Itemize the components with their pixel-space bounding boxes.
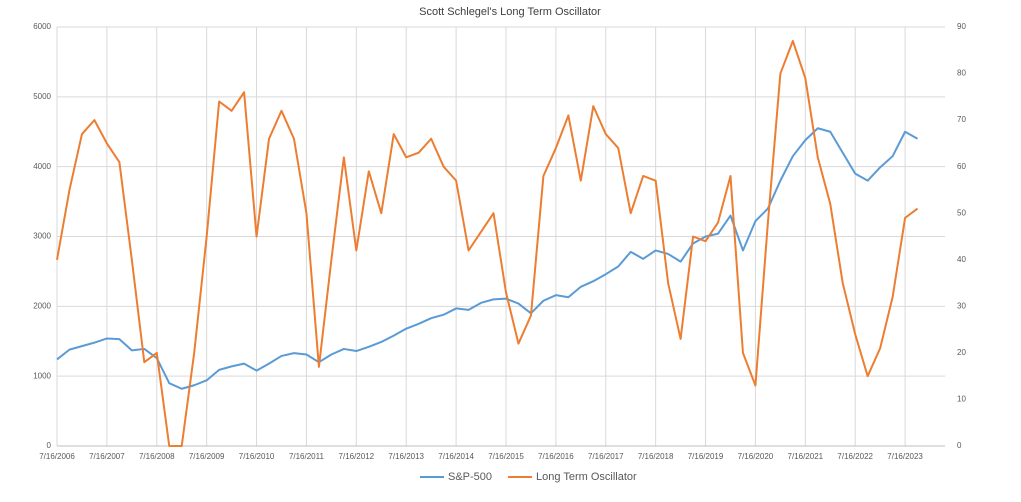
y2-tick-label: 0 — [957, 441, 962, 450]
y-tick-label: 4000 — [33, 162, 51, 171]
x-tick-label: 7/16/2015 — [488, 452, 524, 461]
x-tick-label: 7/16/2012 — [339, 452, 375, 461]
y2-tick-label: 10 — [957, 395, 966, 404]
y2-tick-label: 80 — [957, 69, 966, 78]
x-tick-label: 7/16/2021 — [788, 452, 824, 461]
y-tick-label: 5000 — [33, 92, 51, 101]
x-tick-label: 7/16/2019 — [688, 452, 724, 461]
x-tick-label: 7/16/2013 — [388, 452, 424, 461]
y-tick-label: 3000 — [33, 232, 51, 241]
x-tick-label: 7/16/2018 — [638, 452, 674, 461]
series-line — [56, 127, 919, 390]
x-tick-label: 7/16/2007 — [89, 452, 125, 461]
x-tick-label: 7/16/2009 — [189, 452, 225, 461]
y-tick-label: 6000 — [33, 22, 51, 31]
x-tick-label: 7/16/2006 — [39, 452, 75, 461]
x-tick-label: 7/16/2011 — [289, 452, 325, 461]
y2-tick-label: 90 — [957, 22, 966, 31]
y-tick-label: 0 — [47, 441, 52, 450]
x-tick-label: 7/16/2023 — [887, 452, 923, 461]
y-tick-label: 2000 — [33, 301, 51, 310]
legend-label: Long Term Oscillator — [536, 471, 637, 483]
x-tick-label: 7/16/2016 — [538, 452, 574, 461]
y2-tick-label: 30 — [957, 301, 966, 310]
y-tick-label: 1000 — [33, 371, 51, 380]
series-line — [56, 39, 919, 447]
y2-tick-label: 50 — [957, 208, 966, 217]
y2-tick-label: 20 — [957, 348, 966, 357]
x-tick-label: 7/16/2022 — [837, 452, 873, 461]
x-tick-label: 7/16/2020 — [738, 452, 774, 461]
x-tick-label: 7/16/2010 — [239, 452, 275, 461]
y2-tick-label: 70 — [957, 115, 966, 124]
x-tick-label: 7/16/2008 — [139, 452, 175, 461]
chart-title: Scott Schlegel's Long Term Oscillator — [419, 6, 601, 18]
x-tick-label: 7/16/2017 — [588, 452, 624, 461]
legend-label: S&P-500 — [448, 471, 492, 483]
y2-tick-label: 40 — [957, 255, 966, 264]
x-tick-label: 7/16/2014 — [438, 452, 474, 461]
y2-tick-label: 60 — [957, 162, 966, 171]
